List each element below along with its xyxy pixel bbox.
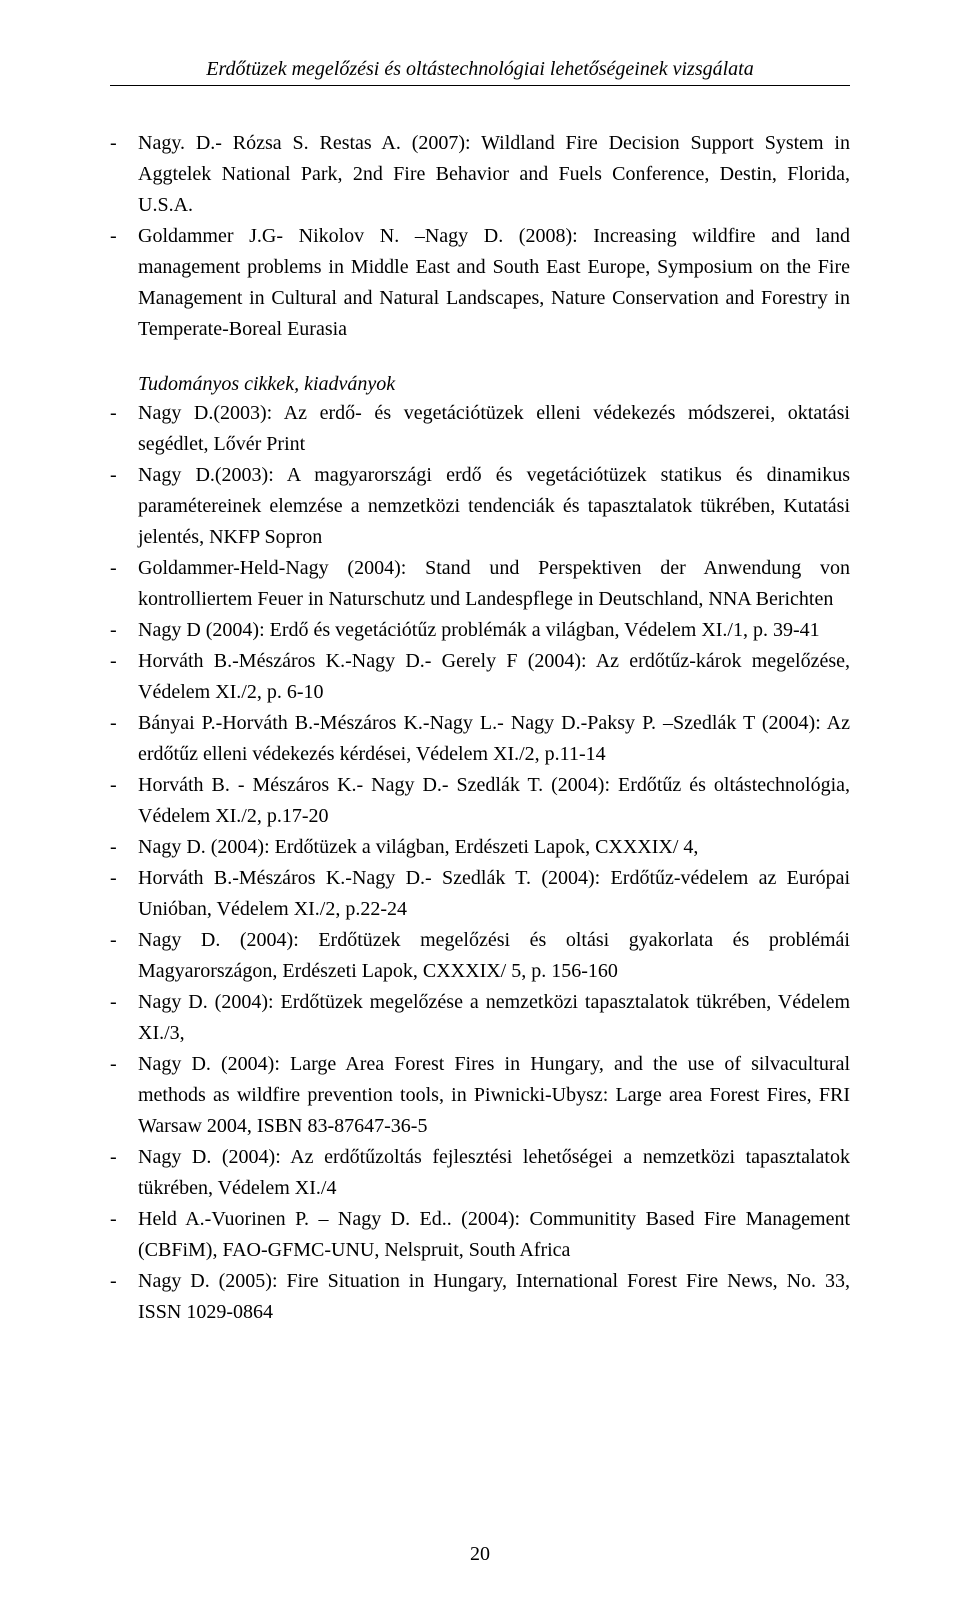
bullet-dash: - [110, 398, 138, 460]
bibliography-entry: -Nagy D.(2003): Az erdő- és vegetációtüz… [110, 398, 850, 460]
entry-text: Nagy D.(2003): Az erdő- és vegetációtüze… [138, 398, 850, 460]
bibliography-entry: -Nagy D. (2004): Az erdőtűzoltás fejlesz… [110, 1142, 850, 1204]
bibliography-entry: -Horváth B.-Mészáros K.-Nagy D.- Gerely … [110, 646, 850, 708]
entry-text: Nagy D (2004): Erdő és vegetációtűz prob… [138, 615, 850, 646]
entry-text: Horváth B.-Mészáros K.-Nagy D.- Gerely F… [138, 646, 850, 708]
bibliography-entry: -Nagy D. (2004): Erdőtüzek megelőzési és… [110, 925, 850, 987]
entry-text: Nagy D. (2004): Large Area Forest Fires … [138, 1049, 850, 1142]
entry-text: Goldammer J.G- Nikolov N. –Nagy D. (2008… [138, 221, 850, 345]
main-entries: -Nagy D.(2003): Az erdő- és vegetációtüz… [110, 398, 850, 1328]
page-number: 20 [0, 1543, 960, 1566]
bibliography-entry: -Nagy D.(2003): A magyarországi erdő és … [110, 460, 850, 553]
entry-text: Nagy D. (2004): Erdőtüzek megelőzési és … [138, 925, 850, 987]
bullet-dash: - [110, 553, 138, 615]
bibliography-entry: -Nagy D. (2004): Large Area Forest Fires… [110, 1049, 850, 1142]
section-title: Tudományos cikkek, kiadványok [138, 373, 850, 396]
bullet-dash: - [110, 863, 138, 925]
entry-text: Nagy D.(2003): A magyarországi erdő és v… [138, 460, 850, 553]
bullet-dash: - [110, 221, 138, 345]
bibliography-entry: -Goldammer J.G- Nikolov N. –Nagy D. (200… [110, 221, 850, 345]
entry-text: Nagy. D.- Rózsa S. Restas A. (2007): Wil… [138, 128, 850, 221]
bibliography-entry: -Bányai P.-Horváth B.-Mészáros K.-Nagy L… [110, 708, 850, 770]
bullet-dash: - [110, 460, 138, 553]
page-header: Erdőtüzek megelőzési és oltástechnológia… [110, 58, 850, 86]
entry-text: Held A.-Vuorinen P. – Nagy D. Ed.. (2004… [138, 1204, 850, 1266]
entry-text: Nagy D. (2004): Az erdőtűzoltás fejleszt… [138, 1142, 850, 1204]
entry-text: Nagy D. (2004): Erdőtüzek a világban, Er… [138, 832, 850, 863]
bullet-dash: - [110, 832, 138, 863]
bibliography-entry: -Nagy D. (2004): Erdőtüzek megelőzése a … [110, 987, 850, 1049]
entry-text: Goldammer-Held-Nagy (2004): Stand und Pe… [138, 553, 850, 615]
top-entries: -Nagy. D.- Rózsa S. Restas A. (2007): Wi… [110, 128, 850, 345]
bibliography-entry: -Horváth B.-Mészáros K.-Nagy D.- Szedlák… [110, 863, 850, 925]
entry-text: Horváth B. - Mészáros K.- Nagy D.- Szedl… [138, 770, 850, 832]
bullet-dash: - [110, 1266, 138, 1328]
bibliography-entry: -Horváth B. - Mészáros K.- Nagy D.- Szed… [110, 770, 850, 832]
bibliography-entry: -Nagy. D.- Rózsa S. Restas A. (2007): Wi… [110, 128, 850, 221]
bibliography-entry: -Nagy D. (2004): Erdőtüzek a világban, E… [110, 832, 850, 863]
bullet-dash: - [110, 925, 138, 987]
bibliography-entry: -Nagy D. (2005): Fire Situation in Hunga… [110, 1266, 850, 1328]
bullet-dash: - [110, 128, 138, 221]
bullet-dash: - [110, 770, 138, 832]
bullet-dash: - [110, 646, 138, 708]
bullet-dash: - [110, 987, 138, 1049]
bullet-dash: - [110, 1142, 138, 1204]
bibliography-entry: -Goldammer-Held-Nagy (2004): Stand und P… [110, 553, 850, 615]
bibliography-entry: -Held A.-Vuorinen P. – Nagy D. Ed.. (200… [110, 1204, 850, 1266]
entry-text: Nagy D. (2004): Erdőtüzek megelőzése a n… [138, 987, 850, 1049]
bullet-dash: - [110, 615, 138, 646]
entry-text: Bányai P.-Horváth B.-Mészáros K.-Nagy L.… [138, 708, 850, 770]
bullet-dash: - [110, 1204, 138, 1266]
entry-text: Nagy D. (2005): Fire Situation in Hungar… [138, 1266, 850, 1328]
bullet-dash: - [110, 1049, 138, 1142]
entry-text: Horváth B.-Mészáros K.-Nagy D.- Szedlák … [138, 863, 850, 925]
bullet-dash: - [110, 708, 138, 770]
bibliography-entry: -Nagy D (2004): Erdő és vegetációtűz pro… [110, 615, 850, 646]
